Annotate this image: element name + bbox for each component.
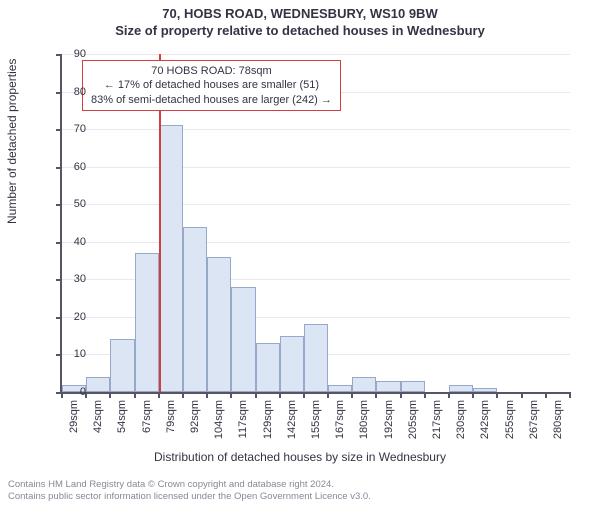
histogram-bar xyxy=(376,381,400,392)
histogram-bar xyxy=(256,343,280,392)
ytick-label: 80 xyxy=(62,86,86,98)
histogram-bar xyxy=(280,336,304,392)
histogram-bar xyxy=(110,339,134,392)
xtick-label: 205sqm xyxy=(407,400,419,439)
histogram-bar xyxy=(352,377,376,392)
xtick-label: 54sqm xyxy=(116,400,128,433)
chart-plot-area: 29sqm42sqm54sqm67sqm79sqm92sqm104sqm117s… xyxy=(60,54,570,394)
xtick-mark xyxy=(375,392,377,398)
xtick-mark xyxy=(424,392,426,398)
histogram-bar xyxy=(401,381,425,392)
xtick-label: 129sqm xyxy=(262,400,274,439)
xtick-mark xyxy=(448,392,450,398)
xtick-mark xyxy=(255,392,257,398)
ytick-label: 60 xyxy=(62,161,86,173)
annotation-line-3: 83% of semi-detached houses are larger (… xyxy=(91,93,332,107)
xtick-mark xyxy=(230,392,232,398)
footer: Contains HM Land Registry data © Crown c… xyxy=(8,479,592,502)
xtick-label: 42sqm xyxy=(92,400,104,433)
y-axis-title: Number of detached properties xyxy=(5,59,19,224)
xtick-label: 267sqm xyxy=(528,400,540,439)
ytick-label: 70 xyxy=(62,123,86,135)
xtick-mark xyxy=(134,392,136,398)
xtick-mark xyxy=(472,392,474,398)
xtick-mark xyxy=(327,392,329,398)
xtick-mark xyxy=(521,392,523,398)
annotation-box: 70 HOBS ROAD: 78sqm ← 17% of detached ho… xyxy=(82,60,341,111)
xtick-mark xyxy=(496,392,498,398)
xtick-label: 217sqm xyxy=(431,400,443,439)
xtick-label: 79sqm xyxy=(165,400,177,433)
page-title: 70, HOBS ROAD, WEDNESBURY, WS10 9BW xyxy=(0,6,600,21)
histogram-bar xyxy=(328,385,352,393)
x-axis-title: Distribution of detached houses by size … xyxy=(0,450,600,464)
xtick-mark xyxy=(303,392,305,398)
ytick-label: 90 xyxy=(62,48,86,60)
xtick-mark xyxy=(569,392,571,398)
chart-subtitle: Size of property relative to detached ho… xyxy=(0,23,600,38)
xtick-label: 117sqm xyxy=(237,400,249,438)
xtick-mark xyxy=(279,392,281,398)
histogram-bar xyxy=(86,377,110,392)
gridline xyxy=(62,167,570,168)
footer-line-2: Contains public sector information licen… xyxy=(8,491,592,502)
xtick-label: 280sqm xyxy=(552,400,564,439)
xtick-label: 29sqm xyxy=(68,400,80,433)
histogram-bar xyxy=(473,388,497,392)
xtick-label: 142sqm xyxy=(286,400,298,439)
xtick-mark xyxy=(400,392,402,398)
annotation-line-2: ← 17% of detached houses are smaller (51… xyxy=(91,78,332,92)
xtick-label: 180sqm xyxy=(358,400,370,439)
ytick-label: 0 xyxy=(62,386,86,398)
gridline xyxy=(62,129,570,130)
xtick-label: 155sqm xyxy=(310,400,322,439)
histogram-bar xyxy=(207,257,231,392)
xtick-mark xyxy=(182,392,184,398)
xtick-label: 104sqm xyxy=(213,400,225,439)
ytick-label: 40 xyxy=(62,236,86,248)
xtick-mark xyxy=(545,392,547,398)
histogram-bar xyxy=(135,253,159,392)
gridline xyxy=(62,54,570,55)
ytick-label: 10 xyxy=(62,348,86,360)
ytick-label: 50 xyxy=(62,198,86,210)
histogram-bar xyxy=(231,287,255,392)
xtick-label: 92sqm xyxy=(189,400,201,433)
gridline xyxy=(62,242,570,243)
xtick-mark xyxy=(206,392,208,398)
xtick-label: 255sqm xyxy=(504,400,516,439)
gridline xyxy=(62,204,570,205)
ytick-label: 20 xyxy=(62,311,86,323)
xtick-mark xyxy=(109,392,111,398)
xtick-mark xyxy=(158,392,160,398)
xtick-label: 192sqm xyxy=(383,400,395,439)
histogram-bar xyxy=(304,324,328,392)
xtick-mark xyxy=(351,392,353,398)
annotation-line-1: 70 HOBS ROAD: 78sqm xyxy=(91,64,332,78)
ytick-label: 30 xyxy=(62,273,86,285)
histogram-bar xyxy=(183,227,207,392)
xtick-label: 242sqm xyxy=(479,400,491,439)
footer-line-1: Contains HM Land Registry data © Crown c… xyxy=(8,479,592,490)
xtick-label: 167sqm xyxy=(334,400,346,439)
xtick-label: 67sqm xyxy=(141,400,153,433)
xtick-label: 230sqm xyxy=(455,400,467,439)
histogram-bar xyxy=(159,125,183,392)
histogram-bar xyxy=(449,385,473,393)
